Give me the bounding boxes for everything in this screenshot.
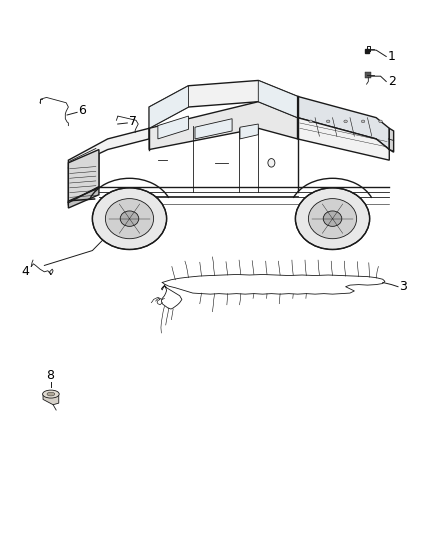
Polygon shape (68, 150, 99, 203)
Text: 6: 6 (78, 104, 86, 117)
Text: 1: 1 (388, 50, 396, 63)
Polygon shape (68, 128, 149, 168)
Polygon shape (68, 150, 99, 205)
Ellipse shape (120, 211, 139, 227)
Ellipse shape (92, 188, 166, 249)
Ellipse shape (344, 120, 347, 123)
Polygon shape (149, 80, 297, 128)
Ellipse shape (308, 199, 357, 239)
Polygon shape (149, 86, 188, 128)
Polygon shape (389, 128, 394, 152)
Polygon shape (240, 124, 258, 139)
Ellipse shape (47, 392, 55, 396)
Polygon shape (158, 116, 188, 139)
Polygon shape (297, 96, 389, 150)
Circle shape (268, 159, 275, 167)
Polygon shape (297, 118, 389, 160)
Text: 2: 2 (388, 75, 396, 88)
Text: 7: 7 (129, 115, 137, 128)
FancyBboxPatch shape (365, 72, 371, 78)
Text: 4: 4 (21, 265, 29, 278)
Ellipse shape (295, 188, 370, 249)
Ellipse shape (326, 120, 330, 123)
Polygon shape (43, 392, 59, 405)
Ellipse shape (309, 120, 312, 123)
Polygon shape (68, 188, 99, 208)
Ellipse shape (379, 120, 382, 123)
Text: 8: 8 (46, 369, 55, 382)
Text: 3: 3 (399, 280, 407, 293)
Ellipse shape (106, 199, 154, 239)
Polygon shape (149, 102, 297, 150)
Polygon shape (258, 80, 297, 118)
Polygon shape (195, 119, 232, 139)
Ellipse shape (361, 120, 365, 123)
Ellipse shape (323, 211, 342, 227)
Ellipse shape (42, 390, 59, 398)
